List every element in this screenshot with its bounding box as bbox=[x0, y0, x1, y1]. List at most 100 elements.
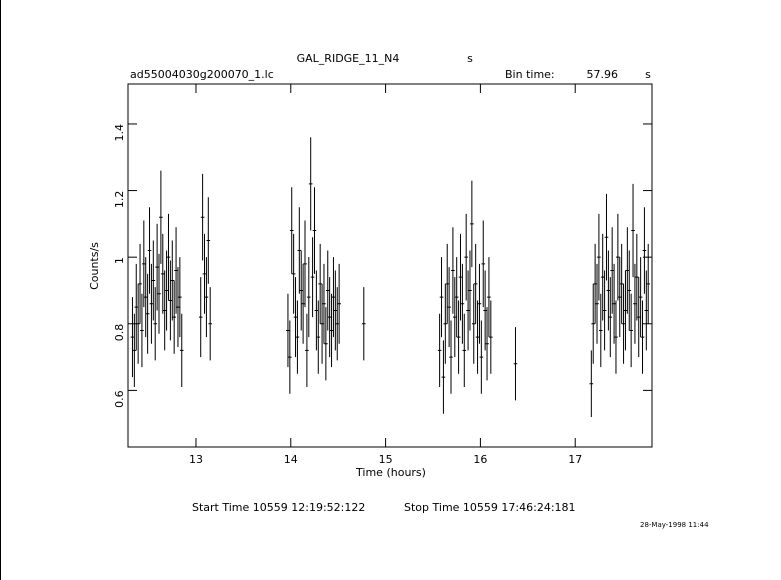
error-bar bbox=[164, 250, 169, 331]
error-bar bbox=[487, 257, 491, 338]
error-bar bbox=[631, 183, 635, 278]
error-bar bbox=[159, 170, 163, 264]
error-bar bbox=[485, 307, 489, 381]
error-bar bbox=[612, 263, 616, 344]
error-bar bbox=[481, 220, 486, 308]
x-tick-label: 15 bbox=[379, 453, 393, 466]
error-bar bbox=[174, 227, 178, 314]
error-bar bbox=[322, 263, 326, 344]
error-bar bbox=[468, 250, 472, 331]
x-tick-label: 14 bbox=[284, 453, 298, 466]
error-bar bbox=[138, 243, 142, 324]
error-bar bbox=[200, 173, 205, 261]
error-bar bbox=[595, 263, 599, 344]
error-bar bbox=[445, 243, 450, 324]
error-bar bbox=[153, 287, 158, 361]
error-bar bbox=[483, 270, 487, 351]
error-bar bbox=[179, 313, 184, 388]
error-bar bbox=[337, 263, 341, 344]
error-bar bbox=[616, 213, 620, 301]
error-bar bbox=[318, 243, 322, 324]
error-bar bbox=[288, 320, 292, 394]
error-bar bbox=[475, 300, 480, 374]
error-bar bbox=[327, 277, 332, 358]
error-bar bbox=[644, 270, 649, 351]
error-bar bbox=[162, 270, 167, 351]
error-bar bbox=[160, 233, 165, 314]
error-bar bbox=[142, 220, 146, 308]
error-bar bbox=[170, 240, 175, 321]
x-tick-label: 17 bbox=[568, 453, 582, 466]
start-time: Start Time 10559 12:19:52:122 bbox=[192, 501, 365, 514]
error-bar bbox=[286, 293, 290, 368]
error-bar bbox=[489, 300, 493, 374]
error-bar bbox=[331, 257, 336, 338]
error-bar bbox=[147, 207, 152, 294]
error-bar bbox=[610, 227, 614, 314]
error-bar bbox=[297, 207, 302, 294]
error-bar bbox=[316, 300, 321, 374]
error-bar bbox=[614, 300, 618, 374]
error-bar bbox=[593, 243, 597, 324]
y-tick-label: 1 bbox=[113, 257, 126, 264]
error-bar bbox=[460, 263, 465, 344]
error-bar bbox=[155, 223, 159, 311]
error-bar bbox=[513, 327, 518, 401]
error-bar bbox=[143, 257, 148, 338]
error-bar bbox=[443, 283, 448, 364]
plot-frame bbox=[127, 83, 653, 448]
error-bar bbox=[289, 187, 294, 274]
error-bar bbox=[454, 257, 459, 338]
error-bar bbox=[619, 243, 624, 324]
error-bar bbox=[178, 257, 182, 338]
error-bar bbox=[449, 320, 453, 394]
error-bar bbox=[606, 250, 611, 331]
title-suffix: s bbox=[467, 52, 473, 65]
error-bar bbox=[629, 293, 633, 368]
error-bar bbox=[638, 257, 643, 338]
error-bar bbox=[320, 283, 324, 364]
error-bar bbox=[301, 263, 305, 344]
error-bar bbox=[470, 180, 474, 268]
error-bar bbox=[325, 250, 330, 331]
error-bar bbox=[149, 263, 154, 344]
error-bar bbox=[599, 293, 603, 368]
error-bar bbox=[602, 270, 607, 351]
bin-time: 57.96 bbox=[587, 68, 619, 81]
error-bar bbox=[306, 257, 311, 338]
error-bar bbox=[462, 313, 467, 388]
x-tick-label: 13 bbox=[189, 453, 203, 466]
x-tick-label: 16 bbox=[473, 453, 487, 466]
y-tick-label: 0.6 bbox=[113, 390, 126, 408]
error-bar bbox=[642, 207, 647, 294]
error-bar bbox=[604, 193, 609, 281]
error-bar bbox=[291, 233, 296, 314]
error-bar bbox=[324, 307, 328, 381]
error-bar bbox=[453, 277, 457, 358]
error-bar bbox=[176, 267, 180, 348]
error-bar bbox=[591, 283, 596, 364]
error-bar bbox=[636, 277, 641, 358]
error-bar bbox=[204, 257, 209, 338]
error-bar bbox=[198, 277, 203, 358]
error-bar bbox=[451, 227, 455, 314]
error-bar bbox=[464, 213, 468, 301]
error-bar bbox=[623, 270, 628, 351]
error-bar bbox=[329, 293, 334, 368]
error-bar bbox=[473, 243, 478, 324]
error-bar bbox=[447, 267, 451, 348]
error-bar bbox=[134, 263, 139, 351]
error-bar bbox=[140, 293, 144, 368]
y-tick-label: 1.2 bbox=[113, 191, 126, 209]
error-bar bbox=[136, 283, 140, 364]
error-bar bbox=[617, 257, 622, 338]
error-bar bbox=[202, 233, 207, 314]
error-bar bbox=[293, 277, 298, 358]
error-bar bbox=[439, 257, 444, 338]
error-bar bbox=[314, 270, 319, 351]
error-bar bbox=[299, 250, 304, 331]
error-bar bbox=[471, 283, 476, 364]
